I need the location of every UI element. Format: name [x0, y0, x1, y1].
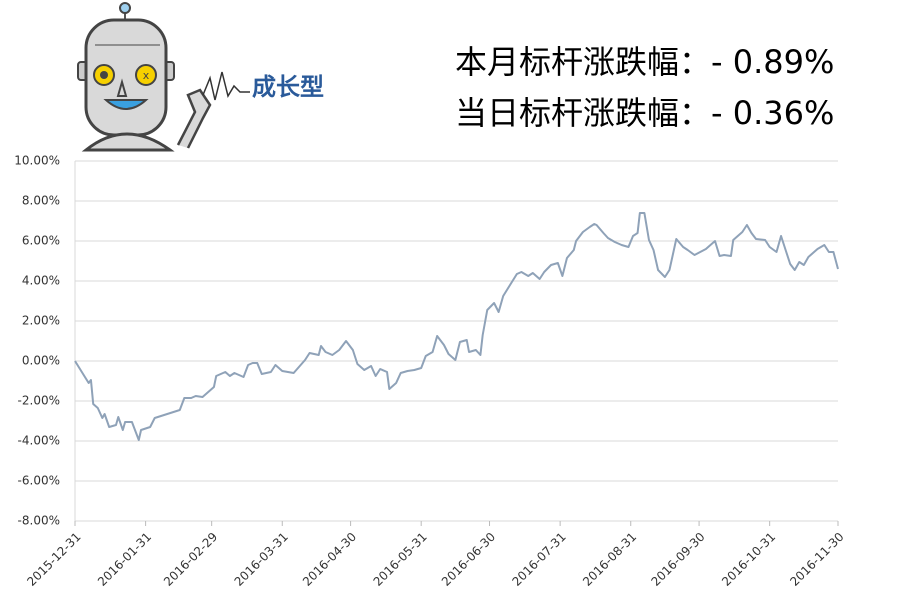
x-tick-label: 2016-03-31: [232, 530, 291, 589]
x-tick-label: 2016-09-30: [648, 530, 707, 589]
x-tick-label: 2016-05-31: [371, 530, 430, 589]
y-tick-label: -8.00%: [18, 514, 60, 528]
y-tick-label: 8.00%: [22, 194, 60, 208]
logo-text: 成长型: [252, 73, 324, 101]
x-tick-label: 2016-11-30: [787, 530, 846, 589]
y-tick-label: 10.00%: [14, 154, 60, 168]
y-tick-label: -6.00%: [18, 474, 60, 488]
x-tick-label: 2016-08-31: [580, 530, 639, 589]
y-tick-label: -4.00%: [18, 434, 60, 448]
y-tick-label: 2.00%: [22, 314, 60, 328]
x-tick-label: 2016-10-31: [719, 530, 778, 589]
header-line: 本月标杆涨跌幅：- 0.89%: [455, 43, 834, 81]
y-tick-label: -2.00%: [18, 394, 60, 408]
svg-text:x: x: [143, 69, 150, 82]
y-tick-label: 6.00%: [22, 234, 60, 248]
header-line: 当日标杆涨跌幅：- 0.36%: [455, 94, 834, 132]
x-tick-label: 2016-06-30: [439, 530, 498, 589]
x-tick-label: 2016-04-30: [300, 530, 359, 589]
plot: -8.00% -6.00% -4.00% -2.00% 0.00% 2.00% 4.00% 6…: [14, 154, 846, 589]
x-tick-label: 2015-12-31: [24, 530, 83, 589]
data-line: [74, 212, 839, 441]
y-tick-label: 4.00%: [22, 274, 60, 288]
y-tick-label: 0.00%: [22, 354, 60, 368]
x-tick-label: 2016-07-31: [510, 530, 569, 589]
x-tick-label: 2016-02-29: [161, 530, 220, 589]
robot-logo: x: [77, 2, 250, 152]
x-tick-label: 2016-01-31: [95, 530, 154, 589]
